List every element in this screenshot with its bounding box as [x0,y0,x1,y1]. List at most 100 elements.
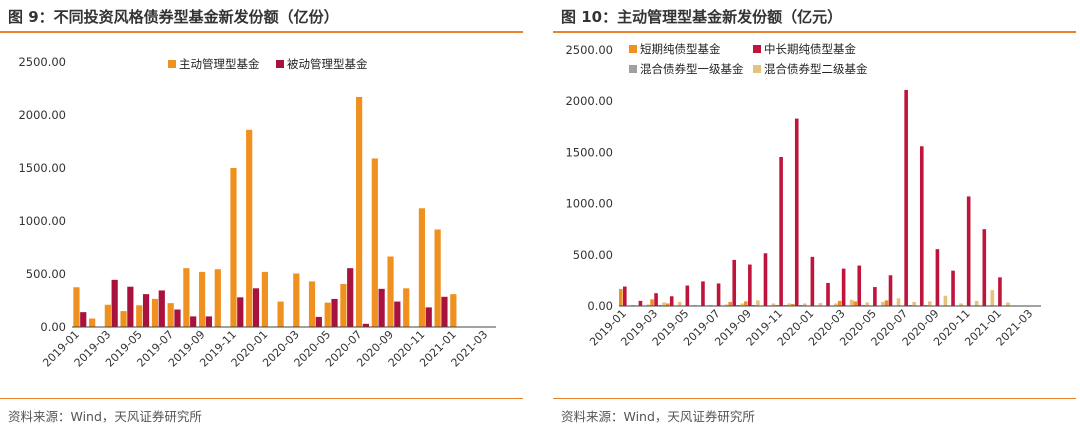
bar [619,289,623,306]
bar [923,304,928,306]
y-tick-label: 1500.00 [565,145,613,159]
bar [908,304,912,306]
legend-swatch [753,45,761,53]
y-tick-label: 2500.00 [18,55,66,69]
bar [935,249,940,306]
bar [919,146,924,306]
bar [724,304,729,306]
bar [861,304,866,306]
bar [183,268,190,327]
legend-label: 短期纯债型基金 [640,42,721,56]
bar [450,294,457,327]
y-tick-label: 2500.00 [565,43,613,57]
bar [974,300,979,306]
bar [794,118,799,306]
chart-title: 图 9：不同投资风格债券型基金新发份额（亿份） [8,8,339,26]
bar [371,158,378,327]
bar [230,168,237,327]
legend-label: 主动管理型基金 [179,57,260,71]
source-note: 资料来源：Wind，天风证券研究所 [561,409,755,424]
bar [151,298,159,327]
bar [837,300,842,306]
bar [136,305,143,327]
legend-swatch [753,65,761,73]
bar [104,304,111,327]
bar [387,256,394,327]
bar [174,309,181,327]
source-divider [553,398,1076,399]
bar [959,303,963,306]
bar [340,284,347,327]
bar [658,304,662,306]
bar [1006,302,1010,306]
bar [771,303,776,306]
title-divider [553,31,1076,33]
bar [654,293,658,306]
bar [951,270,955,306]
bar [646,304,651,306]
bar [834,303,838,306]
bar [73,287,80,327]
bar [865,302,870,306]
source-divider [0,398,523,399]
bar [347,268,354,327]
bar [763,253,768,306]
bar [356,96,363,327]
chart-panel-right: 图 10：主动管理型基金新发份额（亿元） 0.00 500.00 1000.00 15… [553,0,1080,431]
legend-label: 被动管理型基金 [287,57,368,71]
bar [142,294,150,327]
bar [982,229,987,306]
bar [403,288,410,327]
bar [748,264,752,306]
bar [685,285,690,306]
bar [205,316,212,327]
bar [826,282,830,306]
y-tick-label: 0.00 [587,299,613,313]
title-divider [0,31,523,33]
legend-swatch [629,45,637,53]
bar [709,304,713,306]
bar [966,196,971,306]
bar [638,300,643,306]
bar [214,269,221,327]
bar [198,271,206,327]
legend-swatch [168,60,176,68]
bar [701,281,705,306]
bar [896,298,901,306]
bar [912,301,916,306]
bar [434,229,441,327]
bar [293,273,300,327]
bar [662,302,666,306]
y-tick-label: 0.00 [40,320,66,334]
bar [623,286,627,306]
bar [120,311,127,327]
chart-panel-left: 图 9：不同投资风格债券型基金新发份额（亿份） 0.00 500.00 1000.0… [0,0,527,431]
bar [736,304,741,306]
bar [650,299,654,306]
legend-label: 混合债券型二级基金 [764,62,868,76]
bar-chart-active-funds: 0.00500.001000.001500.002000.002500.0020… [565,42,1041,349]
bar [158,290,165,327]
bar [441,296,448,327]
bar [728,301,733,306]
bar [362,323,370,327]
bar [775,304,779,306]
bar [857,265,862,306]
bar [425,307,432,327]
bar [237,297,244,327]
y-tick-label: 2000.00 [565,94,613,108]
y-tick-label: 500.00 [573,248,613,262]
bar [756,300,760,306]
bar [315,316,322,327]
bar [732,259,737,306]
bar [716,283,721,306]
chart-title: 图 10：主动管理型基金新发份额（亿元） [561,8,843,26]
bar [798,304,803,306]
bar [740,303,745,306]
bar [324,302,331,327]
bar-chart-investment-style: 0.00500.001000.001500.002000.002500.0020… [18,55,496,370]
bar [783,304,787,306]
legend-label: 混合债券型一级基金 [640,62,744,76]
y-tick-label: 1000.00 [565,197,613,211]
bar [261,271,268,327]
